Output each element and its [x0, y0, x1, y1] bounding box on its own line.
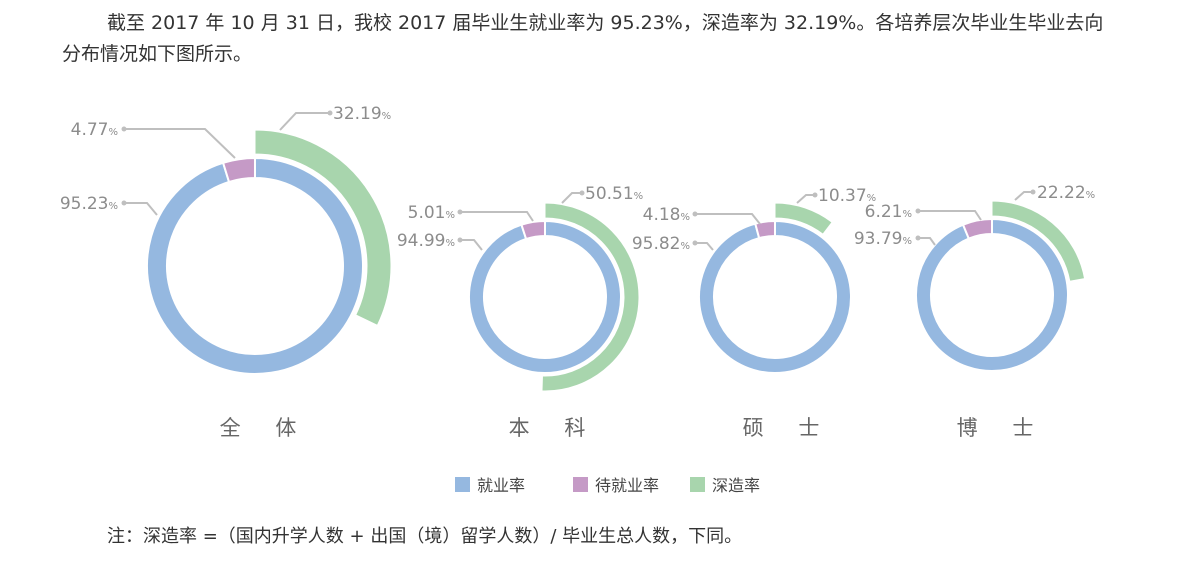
further-study-arc [774, 202, 833, 235]
further-study-label: 50.51% [585, 184, 643, 204]
leader-dot [915, 235, 921, 241]
unemployed-label: 5.01% [408, 203, 455, 223]
unemployed-segment [221, 156, 256, 184]
intro-paragraph: 截至 2017 年 10 月 31 日，我校 2017 届毕业生就业率为 95.… [62, 12, 1104, 65]
leader-line [279, 112, 330, 131]
legend-swatch [455, 477, 470, 492]
unemployed-segment [754, 219, 776, 240]
legend-swatch [573, 477, 588, 492]
unemployed-segment [520, 219, 546, 241]
legend-label: 待就业率 [595, 476, 659, 495]
category-label: 全 体 [220, 416, 311, 440]
employment-segment [468, 219, 622, 374]
leader-dot [457, 237, 463, 243]
leader-line [124, 128, 236, 159]
leader-line [918, 237, 936, 246]
leader-line [460, 239, 483, 251]
category-label: 本 科 [509, 416, 600, 440]
unemployed-label: 4.77% [71, 120, 118, 140]
leader-line [460, 211, 534, 222]
leader-line [1014, 191, 1033, 201]
legend-label: 深造率 [712, 476, 760, 495]
employment-segment [915, 217, 1069, 372]
legend-swatch [690, 477, 705, 492]
leader-dot [327, 110, 333, 116]
leader-dot [121, 126, 127, 132]
leader-dot [915, 208, 921, 214]
employment-segment [146, 156, 364, 375]
leader-dot [121, 200, 127, 206]
employment-label: 95.82% [632, 234, 690, 254]
further-study-label: 10.37% [818, 186, 876, 206]
leader-dot [1030, 189, 1036, 195]
footnote: 注：深造率 =（国内升学人数 + 出国（境）留学人数）/ 毕业生总人数，下同。 [107, 526, 743, 547]
leader-dot [457, 209, 463, 215]
employment-label: 93.79% [854, 229, 912, 249]
further-study-arc [991, 200, 1086, 282]
leader-line [918, 210, 982, 221]
unemployed-label: 6.21% [865, 202, 912, 222]
further-study-arc [541, 202, 640, 392]
leader-line [695, 242, 714, 251]
employment-label: 95.23% [60, 194, 118, 214]
legend-label: 就业率 [477, 476, 525, 495]
employment-label: 94.99% [397, 231, 455, 251]
leader-dot [579, 190, 585, 196]
category-label: 硕 士 [743, 416, 834, 440]
employment-segment [698, 219, 852, 374]
further-study-label: 22.22% [1037, 183, 1095, 203]
unemployed-label: 4.18% [643, 205, 690, 225]
leader-dot [692, 211, 698, 217]
leader-line [124, 202, 158, 216]
leader-line [796, 194, 815, 204]
further-study-label: 32.19% [333, 104, 391, 124]
leader-dot [812, 192, 818, 198]
unemployed-segment [961, 217, 993, 240]
category-label: 博 士 [957, 416, 1048, 440]
leader-dot [692, 240, 698, 246]
leader-line [561, 192, 582, 204]
leader-line [695, 213, 761, 225]
further-study-arc [254, 129, 392, 327]
